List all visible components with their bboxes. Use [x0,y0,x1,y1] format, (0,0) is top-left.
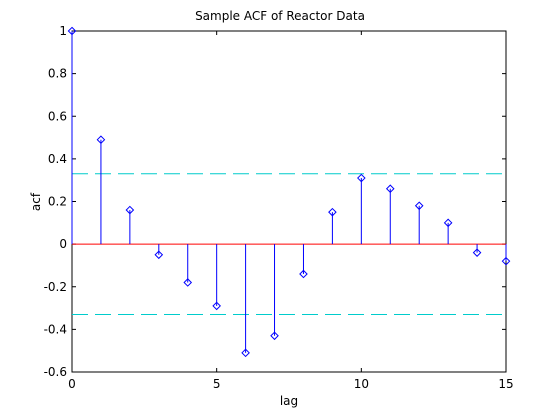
y-tick-label: 0.6 [48,109,67,123]
stem-marker [501,256,511,266]
y-tick-label: 0.4 [48,152,67,166]
stem-marker [125,205,135,215]
y-tick-label: -0.2 [44,280,67,294]
y-tick-label: 0.8 [48,67,67,81]
stem-marker [212,301,221,311]
y-tick-label: -0.4 [44,322,67,336]
stem-series [67,26,511,358]
stem-marker [328,207,337,217]
stem-marker [241,348,250,358]
x-axis-label: lag [280,394,298,408]
stem-marker [96,135,106,145]
x-tick-label: 15 [498,377,513,391]
x-tick-label: 10 [354,377,369,391]
x-tick-label: 5 [213,377,221,391]
stem-marker [154,250,164,260]
y-tick-label: -0.6 [44,365,67,379]
y-tick-label: 0.2 [48,195,67,209]
stem-marker [183,278,193,287]
x-axis-ticks: 0 5 10 15 [68,31,514,391]
chart-title: Sample ACF of Reactor Data [195,9,365,23]
stem-marker [299,269,308,279]
x-tick-label: 0 [68,377,76,391]
stem-marker [357,173,366,183]
y-tick-label: 1 [59,24,67,38]
stem-marker [67,26,77,36]
stem-marker [385,184,395,194]
stem-marker [270,331,279,341]
stem-marker [414,201,424,211]
confidence-bounds [72,173,506,315]
stem-marker [472,248,482,257]
y-tick-label: 0 [59,237,67,251]
stem-marker [443,218,453,228]
y-axis-label: acf [29,192,43,211]
plot-area [71,30,507,373]
